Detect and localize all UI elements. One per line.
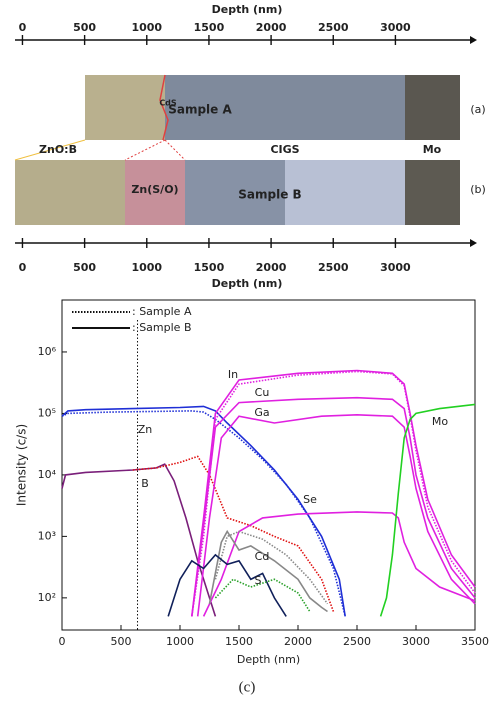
region-label: ZnO:B [39,143,77,156]
tick-label: 3000 [380,21,411,34]
tick-label: 1000 [131,21,162,34]
y-tick-label: 10⁵ [38,406,56,419]
plot-frame [61,299,476,631]
tick-label: 1000 [131,261,162,274]
tick-label: 3000 [380,261,411,274]
series-line [191,369,476,617]
y-tick-label: 10² [38,591,56,604]
series-line [214,578,311,612]
series-line [191,370,476,617]
tick-label: 1500 [194,261,225,274]
series-line [167,553,287,617]
y-tick-label: 10⁶ [38,345,57,358]
series-label: B [141,477,149,490]
x-tick-label: 3000 [402,635,430,648]
series-line [196,413,476,617]
region-label: Sample B [238,188,301,202]
series-line [61,405,346,617]
region-label: CIGS [270,143,299,156]
series-label: In [228,368,238,381]
series-label: Cd [255,550,270,563]
axis-title: Depth (nm) [212,277,283,290]
region-label: CdS [159,99,177,108]
series-line [202,511,476,617]
series-line [208,529,328,613]
caption: (c) [239,679,256,695]
series-line [379,403,476,617]
tick-label: 2000 [256,21,287,34]
series-line [132,455,335,612]
series-label: Mo [432,415,448,428]
axis-arrow [470,36,477,44]
legend-label: : Sample B [132,321,192,334]
x-tick-label: 0 [59,635,66,648]
axis-arrow [470,239,477,247]
region-label: (b) [470,183,486,196]
series-label: Se [303,493,317,506]
region-label: Mo [423,143,442,156]
region-label: Zn(S/O) [131,183,178,196]
tem-labels: 0 500 1000 1500 2000 2500 3000 Depth (nm) 0 500 10… [15,3,486,290]
series-line [214,530,329,605]
region-label: Sample A [168,103,232,117]
legend-label: : Sample A [132,305,192,318]
y-tick-label: 10³ [38,529,56,542]
tick-label: 2000 [256,261,287,274]
series-label: Zn [138,423,153,436]
series-label: Ga [254,406,269,419]
y-tick-label: 10⁴ [38,468,57,481]
x-tick-label: 1000 [166,635,194,648]
tick-label: 500 [73,261,96,274]
x-tick-label: 2500 [343,635,371,648]
series-label: S [255,574,262,587]
y-axis-title: Intensity (c/s) [15,424,29,506]
tick-label: 500 [73,21,96,34]
x-tick-label: 500 [111,635,132,648]
axis-title: Depth (nm) [212,3,283,16]
tick-label: 1500 [194,21,225,34]
x-axis-title: Depth (nm) [237,653,300,666]
series-label: Cu [255,386,270,399]
tick-label: 2500 [318,21,349,34]
chart: 0 500 1000 1500 2000 2500 3000 3500 10² 10³ 10⁴ 10⁵… [15,299,489,666]
tick-label: 2500 [318,261,349,274]
tick-label: 0 [19,21,27,34]
series-line [61,463,217,617]
x-tick-label: 3500 [461,635,489,648]
x-tick-label: 2000 [284,635,312,648]
region-label: (a) [470,103,485,116]
series-line [191,396,476,617]
tick-label: 0 [19,261,27,274]
x-tick-label: 1500 [225,635,253,648]
tem-images [14,74,460,225]
